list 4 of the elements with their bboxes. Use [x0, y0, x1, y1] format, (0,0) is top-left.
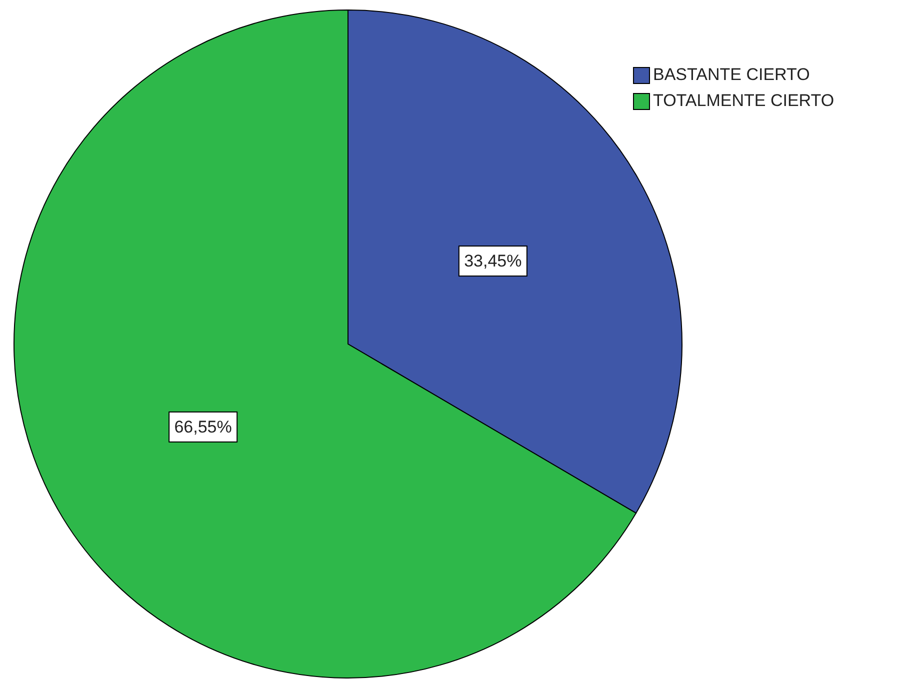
- legend-label: BASTANTE CIERTO: [653, 65, 810, 85]
- data-label: 33,45%: [464, 252, 522, 271]
- data-label: 66,55%: [174, 417, 232, 436]
- legend-label: TOTALMENTE CIERTO: [653, 91, 834, 111]
